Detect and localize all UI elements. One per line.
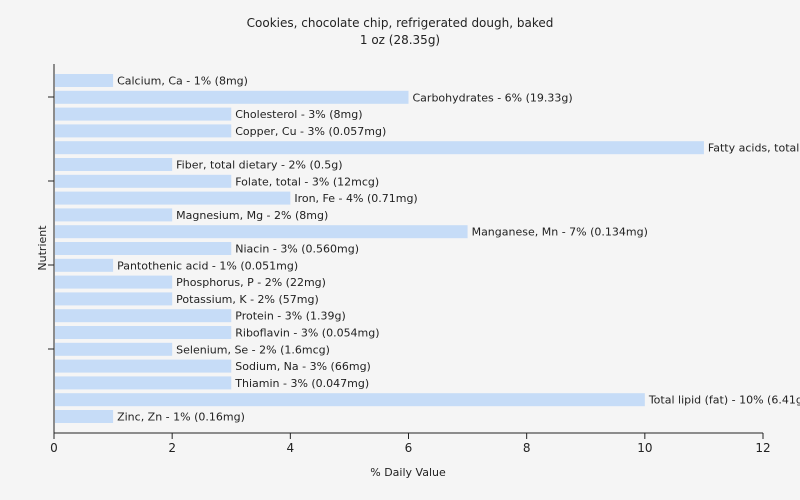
bar [55,225,468,239]
bar [55,275,173,289]
x-tick-label: 0 [50,441,58,455]
bar [55,174,232,188]
bar [55,74,114,87]
bar-label: Fatty acids, total saturated - 11% (2.20… [708,142,800,155]
bar [55,258,114,272]
bar-label: Iron, Fe - 4% (0.71mg) [294,192,417,205]
bar [55,326,232,339]
chart-title: Cookies, chocolate chip, refrigerated do… [247,16,554,30]
bar [55,242,232,255]
y-axis-ticks [48,96,54,350]
bar [55,158,173,171]
x-tick-label: 12 [755,441,770,455]
x-tick-label: 10 [637,441,652,455]
bar-label: Total lipid (fat) - 10% (6.41g) [648,394,800,407]
bar [55,141,704,155]
bar-label: Fiber, total dietary - 2% (0.5g) [176,159,342,172]
bar [55,292,173,306]
y-axis-label: Nutrient [36,225,49,271]
bar [55,90,409,104]
bar-label: Cholesterol - 3% (8mg) [235,108,362,121]
bar [55,342,173,356]
bar-label: Carbohydrates - 6% (19.33g) [413,91,573,104]
x-tick-label: 8 [523,441,531,455]
bar-label: Folate, total - 3% (12mcg) [235,175,379,188]
bar-label: Riboflavin - 3% (0.054mg) [235,327,379,340]
bar-label: Selenium, Se - 2% (1.6mcg) [176,343,330,356]
bar-label: Potassium, K - 2% (57mg) [176,293,319,306]
bar-label: Magnesium, Mg - 2% (8mg) [176,209,328,222]
bar-labels-group: Calcium, Ca - 1% (8mg) Carbohydrates - 6%… [117,75,800,424]
bar-label: Phosphorus, P - 2% (22mg) [176,276,326,289]
bar [55,309,232,323]
bar [55,376,232,390]
bar [55,393,645,407]
bar-label: Thiamin - 3% (0.047mg) [234,377,369,390]
bar-label: Manganese, Mn - 7% (0.134mg) [472,226,648,239]
bar-label: Niacin - 3% (0.560mg) [235,243,359,256]
x-tick-label: 2 [168,441,176,455]
bar [55,410,114,423]
x-axis-ticks: 0 2 4 6 8 10 12 [50,433,771,455]
bar [55,191,291,205]
bar-label: Copper, Cu - 3% (0.057mg) [235,125,386,138]
bar-label: Zinc, Zn - 1% (0.16mg) [117,411,245,424]
bar-label: Protein - 3% (1.39g) [235,310,346,323]
x-tick-label: 4 [287,441,295,455]
bar [55,107,232,121]
bar-label: Pantothenic acid - 1% (0.051mg) [117,259,298,272]
x-tick-label: 6 [405,441,413,455]
x-axis-label: % Daily Value [370,466,446,479]
chart-subtitle: 1 oz (28.35g) [360,33,440,47]
bars-group [55,74,704,423]
bar-label: Calcium, Ca - 1% (8mg) [117,75,248,88]
bar-label: Sodium, Na - 3% (66mg) [235,360,371,373]
bar [55,359,232,373]
bar [55,208,173,222]
bar [55,124,232,138]
